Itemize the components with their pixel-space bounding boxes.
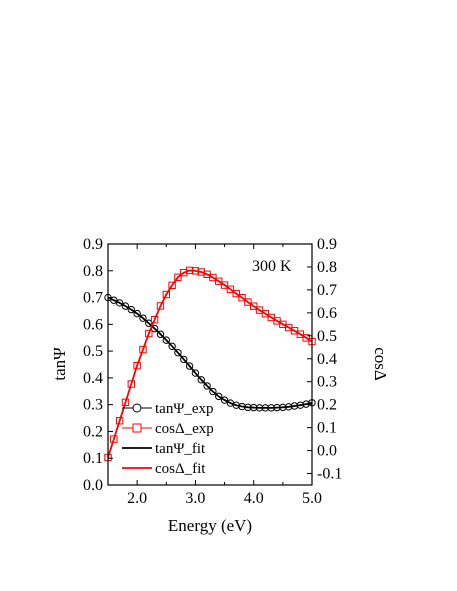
y-right-tick-label: 0.9	[317, 236, 337, 253]
data-point-tanexp	[203, 382, 211, 390]
y-left-tick-label: 0.0	[83, 477, 103, 494]
data-point-tanexp	[127, 305, 136, 314]
plot-frame	[107, 243, 313, 486]
data-point-tanexp	[121, 302, 130, 310]
legend-label-tanexp: tanΨ_exp	[155, 401, 214, 417]
y-right-tick-label: -0.1	[317, 466, 342, 483]
y-right-tick-label: 0.6	[317, 305, 337, 322]
y-left-tick-label: 0.9	[83, 236, 103, 253]
y-left-tick-label: 0.3	[83, 397, 103, 414]
data-point-cosexp	[238, 294, 246, 302]
data-point-tanexp	[209, 387, 217, 396]
data-point-cosexp	[121, 398, 130, 407]
y-right-tick-label: 0.2	[317, 397, 337, 414]
y-right-tick-label: 0.3	[317, 374, 337, 391]
data-point-tanexp	[197, 376, 205, 384]
y-left-tick-label: 0.2	[83, 423, 103, 440]
series-line-cosfit	[107, 269, 313, 458]
y-right-tick-label: 0.8	[317, 259, 337, 276]
legend: tanΨ_exp cosΔ_exp tanΨ_fit cosΔ_fit	[122, 401, 214, 477]
y-left-tick-label: 0.5	[83, 343, 103, 360]
data-point-cosexp	[226, 285, 235, 293]
data-point-cosexp	[174, 273, 182, 281]
y-right-tick-label: 0.5	[317, 328, 337, 345]
data-point-tanexp	[139, 314, 147, 322]
data-point-cosexp	[244, 298, 252, 306]
data-point-tanexp	[115, 299, 124, 307]
y-axis-title-right: cosΔ	[371, 347, 390, 381]
x-axis-title: Energy (eV)	[168, 516, 252, 535]
y-right-tick-label: 0.1	[317, 420, 337, 437]
data-point-cosexp	[145, 329, 153, 338]
y-axis-title-left: tanΨ	[50, 347, 69, 381]
y-left-tick-label: 0.4	[83, 370, 103, 387]
data-point-tanexp	[191, 369, 200, 377]
data-point-cosexp	[139, 345, 147, 354]
x-tick-label: 2.0	[127, 490, 147, 507]
data-point-tanexp	[185, 362, 194, 370]
legend-label-tanfit: tanΨ_fit	[155, 441, 206, 457]
legend-marker-tanexp	[132, 403, 142, 413]
legend-marker-cosexp	[132, 423, 142, 433]
x-tick-label: 4.0	[244, 490, 264, 507]
data-point-tanexp	[156, 330, 165, 338]
data-point-cosexp	[150, 316, 159, 324]
data-point-cosexp	[156, 302, 165, 310]
axes: 2.0 3.0 4.0 5.0 0.0 0.1 0.2 0.3 0.4 0.5 0.6 0.7 0.8 0…	[83, 236, 342, 507]
data-point-cosexp	[168, 281, 176, 290]
data-point-tanexp	[110, 296, 118, 304]
data-point-cosexp	[127, 380, 136, 388]
data-point-cosexp	[232, 289, 240, 298]
data-point-tanexp	[220, 396, 229, 404]
data-point-tanexp	[162, 336, 170, 344]
data-point-cosexp	[162, 290, 170, 299]
y-right-tick-label: 0.7	[317, 282, 337, 299]
data-point-cosexp	[110, 435, 118, 443]
x-tick-label: 3.0	[185, 490, 205, 507]
y-right-tick-label: 0.4	[317, 351, 337, 368]
data-point-cosexp	[133, 361, 141, 370]
data-point-tanexp	[180, 355, 188, 364]
data-point-cosexp	[250, 302, 258, 310]
series-line-tanfit	[107, 296, 313, 409]
data-point-tanexp	[174, 349, 182, 357]
data-point-cosexp	[220, 281, 229, 289]
x-tick-label: 5.0	[302, 490, 322, 507]
data-point-cosexp	[180, 268, 188, 277]
legend-label-cosfit: cosΔ_fit	[155, 461, 206, 477]
y-right-tick-label: 0.0	[317, 443, 337, 460]
plot-area	[104, 266, 316, 462]
data-point-tanexp	[215, 392, 223, 401]
y-left-tick-label: 0.7	[83, 290, 103, 307]
data-point-cosexp	[215, 277, 223, 285]
y-left-tick-label: 0.1	[83, 450, 103, 467]
data-point-tanexp	[133, 309, 141, 318]
y-left-tick-label: 0.6	[83, 316, 103, 333]
y-left-tick-label: 0.8	[83, 263, 103, 280]
data-point-cosexp	[115, 417, 124, 425]
legend-label-cosexp: cosΔ_exp	[155, 421, 214, 437]
data-point-tanexp	[168, 342, 176, 350]
temperature-annotation: 300 K	[252, 258, 292, 275]
